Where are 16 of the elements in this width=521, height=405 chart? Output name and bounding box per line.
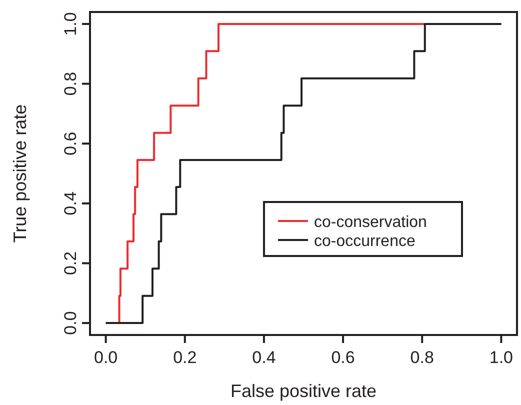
x-tick-label: 0.6 bbox=[331, 348, 355, 367]
y-tick-label: 0.4 bbox=[61, 192, 80, 216]
y-tick-label: 0.2 bbox=[61, 251, 80, 276]
y-tick-label: 1.0 bbox=[61, 12, 80, 36]
legend-label: co-conservation bbox=[314, 214, 427, 231]
y-tick-label: 0.0 bbox=[61, 311, 80, 335]
x-tick-label: 0.2 bbox=[173, 348, 197, 367]
x-tick-label: 0.8 bbox=[410, 348, 434, 367]
x-tick-label: 0.4 bbox=[252, 348, 276, 367]
x-axis-title: False positive rate bbox=[230, 381, 377, 401]
x-tick-label: 0.0 bbox=[94, 348, 118, 367]
x-tick-label: 1.0 bbox=[489, 348, 514, 367]
legend-label: co-occurrence bbox=[314, 233, 416, 250]
y-tick-label: 0.8 bbox=[61, 72, 80, 96]
y-tick-label: 0.6 bbox=[61, 132, 80, 156]
y-axis-title: True positive rate bbox=[10, 104, 30, 243]
